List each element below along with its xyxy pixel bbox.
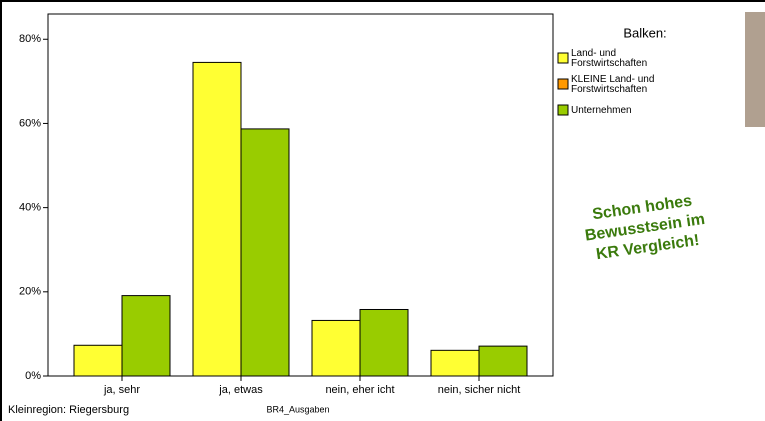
footer: Kleinregion: Riegersburg — [8, 404, 129, 416]
bar — [121, 295, 171, 377]
bar — [192, 61, 242, 377]
legend-swatch — [557, 104, 569, 116]
x-axis-label: BR4_Ausgaben — [266, 404, 329, 414]
y-tick-label: 20% — [19, 286, 41, 298]
bar — [430, 349, 480, 377]
bar — [73, 344, 123, 377]
x-tick-label: nein, sicher nicht — [438, 384, 521, 396]
legend-label: KLEINE Land- und Forstwirtschaften — [571, 74, 654, 95]
legend-label: Unternehmen — [571, 105, 632, 116]
bar — [311, 319, 361, 377]
y-tick-label: 0% — [25, 370, 41, 382]
bar — [240, 128, 290, 377]
x-tick-label: ja, sehr — [103, 384, 140, 396]
y-tick-label: 80% — [19, 33, 41, 45]
y-tick-label: 40% — [19, 202, 41, 214]
photo — [745, 12, 765, 127]
bar — [478, 345, 528, 377]
x-tick-label: nein, eher icht — [325, 384, 394, 396]
legend-title: Balken: — [623, 25, 666, 40]
y-tick-label: 60% — [19, 117, 41, 129]
plot-frame — [47, 13, 554, 377]
legend-swatch — [557, 78, 569, 90]
bar — [359, 308, 409, 377]
legend-swatch — [557, 52, 569, 64]
legend-label: Land- und Forstwirtschaften — [571, 48, 647, 69]
x-tick-label: ja, etwas — [218, 384, 263, 396]
